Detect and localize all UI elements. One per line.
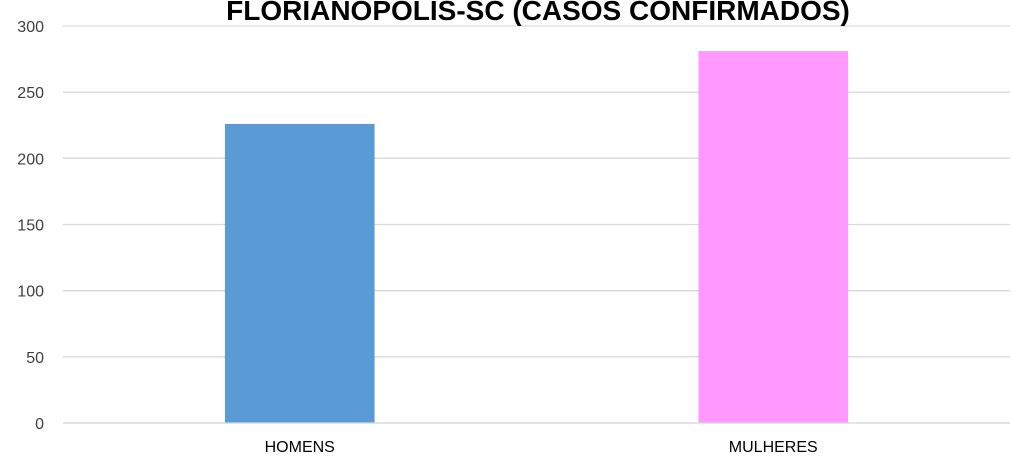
bar-mulheres [698,51,849,423]
y-tick-label: 300 [17,19,44,36]
gridlines [63,25,1010,424]
bar-homens [224,123,375,423]
bars [63,51,1010,424]
y-tick-label: 150 [17,218,44,235]
chart-title: FLORIANÓPOLIS-SC (CASOS CONFIRMADOS) [226,0,850,26]
y-tick-label: 100 [17,284,44,301]
x-axis-category-labels: HOMENS MULHERES [265,439,818,456]
y-axis-tick-labels: 0 50 100 150 200 250 300 [17,19,44,433]
x-category-label-mulheres: MULHERES [729,439,818,456]
y-tick-label: 200 [17,151,44,168]
y-tick-label: 0 [35,416,44,433]
y-tick-label: 250 [17,85,44,102]
y-tick-label: 50 [26,350,44,367]
x-category-label-homens: HOMENS [265,439,335,456]
